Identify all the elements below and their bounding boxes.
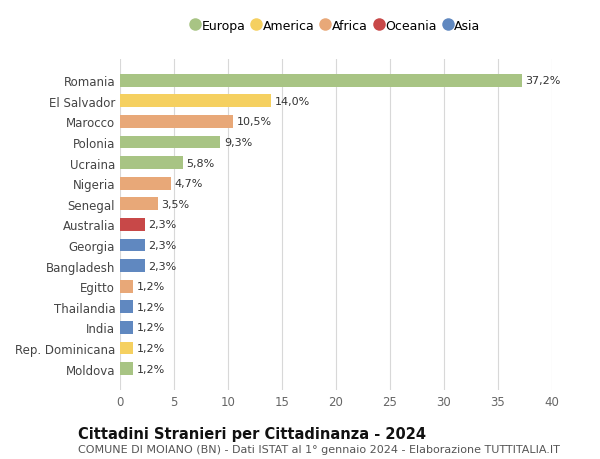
Text: 37,2%: 37,2%: [526, 76, 561, 86]
Text: 10,5%: 10,5%: [237, 117, 272, 127]
Bar: [120, 218, 145, 231]
Text: 1,2%: 1,2%: [137, 281, 165, 291]
Bar: [120, 280, 133, 293]
Bar: [120, 260, 145, 272]
Text: 1,2%: 1,2%: [137, 343, 165, 353]
Bar: [120, 198, 158, 211]
Bar: [120, 116, 233, 129]
Text: 1,2%: 1,2%: [137, 323, 165, 333]
Text: COMUNE DI MOIANO (BN) - Dati ISTAT al 1° gennaio 2024 - Elaborazione TUTTITALIA.: COMUNE DI MOIANO (BN) - Dati ISTAT al 1°…: [78, 444, 560, 454]
Bar: [120, 95, 271, 108]
Text: 2,3%: 2,3%: [149, 220, 177, 230]
Text: 4,7%: 4,7%: [175, 179, 203, 189]
Bar: [120, 157, 182, 170]
Bar: [120, 136, 220, 149]
Bar: [120, 342, 133, 355]
Text: 2,3%: 2,3%: [149, 261, 177, 271]
Bar: [120, 363, 133, 375]
Text: 1,2%: 1,2%: [137, 302, 165, 312]
Text: 1,2%: 1,2%: [137, 364, 165, 374]
Bar: [120, 301, 133, 313]
Bar: [120, 178, 171, 190]
Legend: Europa, America, Africa, Oceania, Asia: Europa, America, Africa, Oceania, Asia: [191, 20, 481, 33]
Text: 9,3%: 9,3%: [224, 138, 253, 148]
Bar: [120, 321, 133, 334]
Bar: [120, 239, 145, 252]
Text: 3,5%: 3,5%: [161, 199, 190, 209]
Text: Cittadini Stranieri per Cittadinanza - 2024: Cittadini Stranieri per Cittadinanza - 2…: [78, 426, 426, 441]
Text: 14,0%: 14,0%: [275, 97, 310, 106]
Text: 5,8%: 5,8%: [187, 158, 215, 168]
Bar: [120, 75, 522, 87]
Text: 2,3%: 2,3%: [149, 241, 177, 251]
